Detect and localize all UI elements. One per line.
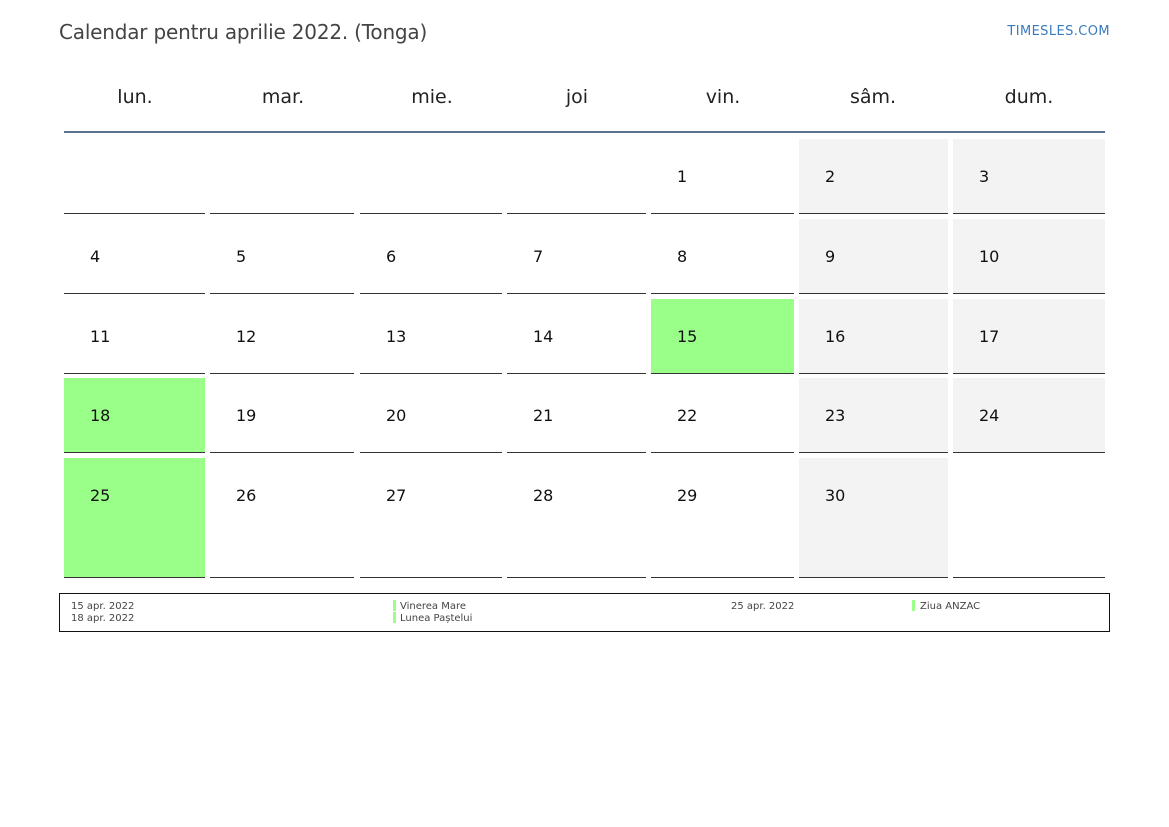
day-number: 15 [677, 327, 698, 346]
day-number: 14 [533, 327, 554, 346]
day-cell: 27 [360, 458, 502, 578]
day-number: 26 [236, 486, 257, 505]
day-cell: 14 [507, 299, 646, 374]
day-cell: 6 [360, 219, 502, 294]
day-cell: 23 [799, 378, 948, 453]
day-number: 27 [386, 486, 407, 505]
weekday-sun: dum. [1004, 86, 1054, 108]
empty-day-cell [210, 139, 354, 214]
weekday-fri: vin. [705, 86, 741, 108]
legend-holiday-name: Ziua ANZAC [920, 601, 981, 612]
day-cell: 3 [953, 139, 1105, 214]
day-cell: 7 [507, 219, 646, 294]
weekday-wed: mie. [411, 86, 453, 108]
day-number: 28 [533, 486, 554, 505]
holiday-color-marker [393, 600, 396, 611]
empty-day-cell [360, 139, 502, 214]
day-number: 11 [90, 327, 111, 346]
day-cell: 25 [64, 458, 205, 578]
day-cell: 21 [507, 378, 646, 453]
day-number: 10 [979, 247, 1000, 266]
header-divider [64, 131, 1105, 133]
day-number: 8 [677, 247, 688, 266]
day-number: 30 [825, 486, 846, 505]
day-number: 2 [825, 167, 836, 186]
day-cell: 4 [64, 219, 205, 294]
day-cell: 11 [64, 299, 205, 374]
day-number: 22 [677, 406, 698, 425]
holiday-color-marker [912, 600, 915, 611]
legend-date: 25 apr. 2022 [731, 601, 795, 612]
day-cell: 2 [799, 139, 948, 214]
day-number: 20 [386, 406, 407, 425]
day-cell: 13 [360, 299, 502, 374]
day-cell: 12 [210, 299, 354, 374]
empty-day-cell [507, 139, 646, 214]
day-cell: 24 [953, 378, 1105, 453]
weekday-tue: mar. [261, 86, 305, 108]
holiday-color-marker [393, 612, 396, 623]
day-cell: 1 [651, 139, 794, 214]
day-number: 9 [825, 247, 836, 266]
day-number: 7 [533, 247, 544, 266]
day-cell: 19 [210, 378, 354, 453]
day-number: 12 [236, 327, 257, 346]
day-number: 6 [386, 247, 397, 266]
day-cell: 5 [210, 219, 354, 294]
legend-holiday-name: Lunea Paștelui [400, 613, 473, 624]
day-number: 17 [979, 327, 1000, 346]
page-title: Calendar pentru aprilie 2022. (Tonga) [59, 20, 428, 44]
weekday-mon: lun. [117, 86, 153, 108]
legend-date: 15 apr. 2022 [71, 601, 135, 612]
day-cell: 18 [64, 378, 205, 453]
day-number: 21 [533, 406, 554, 425]
day-number: 16 [825, 327, 846, 346]
day-number: 19 [236, 406, 257, 425]
day-cell: 29 [651, 458, 794, 578]
site-link[interactable]: TIMESLES.COM [1007, 24, 1110, 39]
day-cell: 20 [360, 378, 502, 453]
holiday-legend: 15 apr. 2022 Vinerea Mare 18 apr. 2022 L… [59, 593, 1110, 632]
day-number: 13 [386, 327, 407, 346]
day-cell: 26 [210, 458, 354, 578]
day-number: 1 [677, 167, 688, 186]
day-number: 4 [90, 247, 101, 266]
day-number: 3 [979, 167, 990, 186]
legend-date: 18 apr. 2022 [71, 613, 135, 624]
day-cell: 17 [953, 299, 1105, 374]
day-cell: 22 [651, 378, 794, 453]
day-number: 29 [677, 486, 698, 505]
day-cell: 15 [651, 299, 794, 374]
legend-holiday-name: Vinerea Mare [400, 601, 467, 612]
day-number: 23 [825, 406, 846, 425]
day-cell: 10 [953, 219, 1105, 294]
day-cell: 16 [799, 299, 948, 374]
day-cell: 30 [799, 458, 948, 578]
day-number: 25 [90, 486, 111, 505]
empty-day-cell [64, 139, 205, 214]
day-cell: 9 [799, 219, 948, 294]
weekday-sat: sâm. [849, 86, 897, 108]
day-cell: 8 [651, 219, 794, 294]
empty-day-cell [953, 458, 1105, 578]
day-number: 18 [90, 406, 111, 425]
day-number: 24 [979, 406, 1000, 425]
day-cell: 28 [507, 458, 646, 578]
day-number: 5 [236, 247, 247, 266]
weekday-thu: joi [565, 86, 589, 108]
